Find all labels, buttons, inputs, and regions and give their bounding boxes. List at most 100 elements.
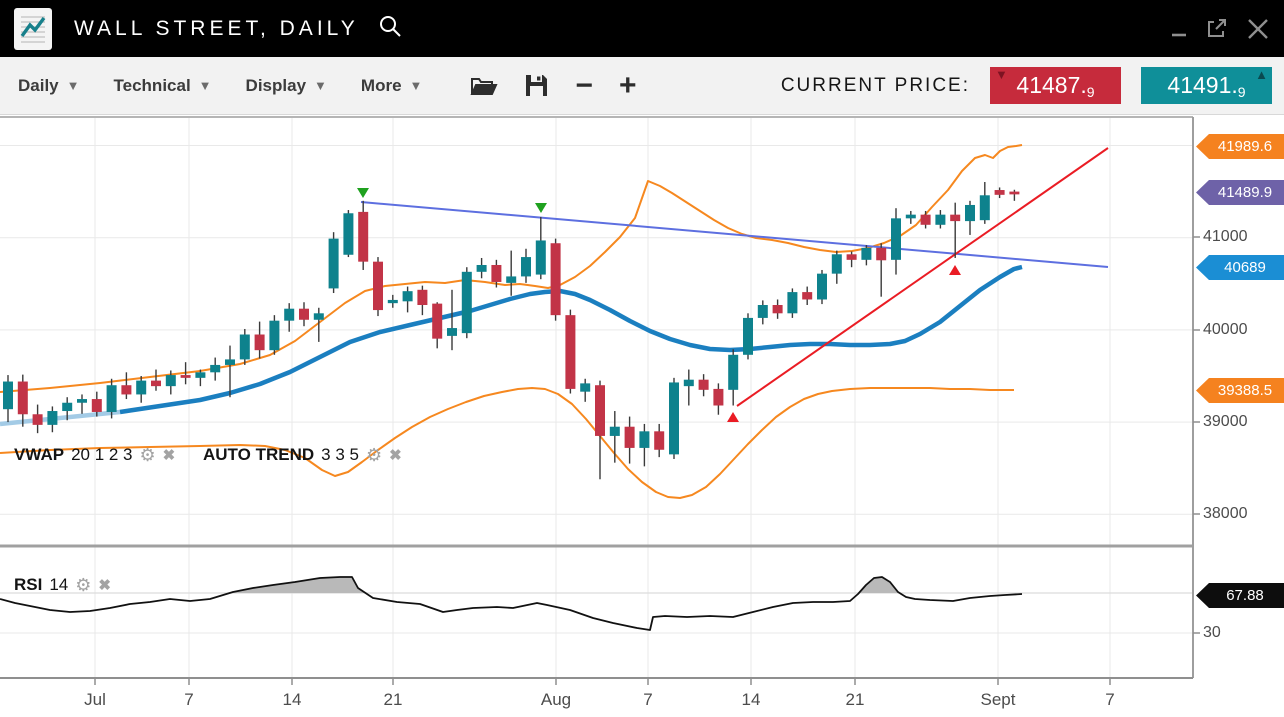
candle-body: [757, 305, 768, 318]
candle-body: [461, 271, 472, 334]
gear-icon[interactable]: ⚙: [139, 445, 156, 465]
price-tag: 41989.6: [1196, 134, 1284, 159]
candle-body: [831, 254, 842, 274]
chart-area: VWAP 20 1 2 3 ⚙ ✖ AUTO TREND 3 3 5 ⚙ ✖ R…: [0, 115, 1284, 717]
candle-body: [313, 313, 324, 320]
candle-body: [580, 383, 591, 392]
sell-price-button[interactable]: ▼ 41487. 9: [990, 67, 1121, 104]
menu-more[interactable]: More ▼: [361, 76, 423, 96]
candle-body: [550, 243, 561, 316]
zoom-out-button[interactable]: −: [575, 68, 593, 102]
candle-body: [165, 375, 176, 387]
save-icon[interactable]: [524, 73, 549, 98]
arrow-up-icon: ▲: [1255, 67, 1268, 82]
remove-icon[interactable]: ✖: [162, 446, 176, 464]
menu-timeframe-label: Daily: [18, 75, 59, 95]
chart-title: WALL STREET, DAILY: [74, 16, 359, 40]
candle-body: [595, 385, 605, 436]
candle-body: [343, 213, 354, 255]
vwap-line-faded: [0, 409, 121, 427]
candle-body: [905, 214, 916, 219]
candle-body: [91, 399, 102, 412]
close-icon[interactable]: [1246, 17, 1270, 41]
auto-trend-resistance-line: [360, 201, 1109, 268]
candle-body: [535, 240, 546, 275]
price-axis-label: 40000: [1203, 321, 1248, 338]
auto-trend-support-line: [736, 147, 1109, 407]
candle-body: [521, 257, 531, 277]
chevron-down-icon: ▼: [314, 78, 327, 93]
candle-body: [358, 211, 369, 262]
menu-timeframe[interactable]: Daily ▼: [18, 76, 80, 96]
candle-body: [624, 426, 635, 448]
rsi-value-tag: 67.88: [1196, 583, 1284, 608]
rsi-overbought-fill: [229, 577, 366, 593]
time-axis-label: Sept: [980, 690, 1016, 709]
zoom-in-button[interactable]: +: [618, 68, 637, 102]
app-logo-icon: [14, 7, 52, 50]
candle-body: [772, 305, 783, 314]
indicator-autotrend-name: AUTO TREND: [203, 445, 315, 464]
arrow-down-icon: ▼: [995, 67, 1008, 82]
sell-price-decimal: 9: [1086, 84, 1095, 100]
candle-body: [136, 380, 147, 395]
popout-icon[interactable]: [1205, 16, 1230, 41]
current-price-label: CURRENT PRICE:: [780, 74, 970, 96]
candle-body: [891, 218, 901, 260]
buy-signal-arrow-icon: [949, 265, 961, 275]
candle-body: [787, 292, 798, 314]
sell-signal-arrow-icon: [535, 203, 547, 213]
minimize-icon[interactable]: [1171, 19, 1189, 39]
buy-signal-arrow-icon: [727, 412, 739, 422]
candle-body: [225, 359, 235, 365]
candle-body: [432, 303, 443, 339]
candle-body: [846, 254, 857, 260]
chart-canvas[interactable]: [0, 115, 1284, 717]
remove-icon[interactable]: ✖: [98, 576, 111, 594]
gear-icon[interactable]: ⚙: [365, 445, 383, 465]
time-axis-label: Jul: [84, 690, 106, 709]
candle-body: [713, 388, 724, 406]
candle-body: [210, 364, 221, 373]
price-tag: 39388.5: [1196, 378, 1284, 403]
chevron-down-icon: ▼: [198, 78, 212, 93]
gear-icon[interactable]: ⚙: [75, 575, 92, 595]
candle-body: [669, 382, 679, 455]
menu-technical[interactable]: Technical ▼: [114, 76, 212, 96]
candle-body: [387, 299, 398, 304]
buy-price-value: 41491.: [1167, 72, 1238, 98]
candle-body: [654, 431, 665, 450]
buy-price-decimal: 9: [1237, 84, 1246, 100]
candle-body: [62, 402, 73, 412]
candle-body: [965, 204, 975, 222]
search-icon[interactable]: [377, 13, 403, 44]
candle-body: [698, 379, 709, 390]
open-folder-icon[interactable]: [470, 74, 498, 98]
candle-body: [447, 328, 457, 336]
candle-body: [683, 379, 694, 387]
candle-body: [402, 291, 413, 302]
candle-body: [817, 273, 827, 300]
menu-display[interactable]: Display ▼: [246, 76, 327, 96]
candle-body: [920, 214, 931, 225]
candle-body: [373, 261, 383, 311]
buy-price-button[interactable]: ▲ 41491. 9: [1141, 67, 1272, 104]
candle-body: [77, 399, 87, 403]
candle-body: [195, 372, 206, 378]
candle-body: [180, 375, 191, 378]
price-tag: 41489.9: [1196, 180, 1284, 205]
candle-body: [639, 431, 650, 448]
indicator-autotrend: AUTO TREND 3 3 5 ⚙ ✖: [203, 445, 402, 465]
candle-body: [506, 276, 517, 283]
time-axis-label: 7: [643, 690, 653, 709]
chart-toolbar: Daily ▼ Technical ▼ Display ▼ More ▼ − +…: [0, 57, 1284, 115]
sell-signal-arrow-icon: [357, 188, 369, 198]
indicator-vwap: VWAP 20 1 2 3 ⚙ ✖: [14, 445, 175, 465]
candle-body: [979, 195, 990, 221]
remove-icon[interactable]: ✖: [389, 446, 402, 464]
price-tag: 40689: [1196, 255, 1284, 280]
title-bar: WALL STREET, DAILY: [0, 0, 1284, 57]
time-axis-label: 14: [741, 690, 761, 709]
vwap-line: [119, 264, 1023, 415]
candle-body: [284, 308, 295, 321]
